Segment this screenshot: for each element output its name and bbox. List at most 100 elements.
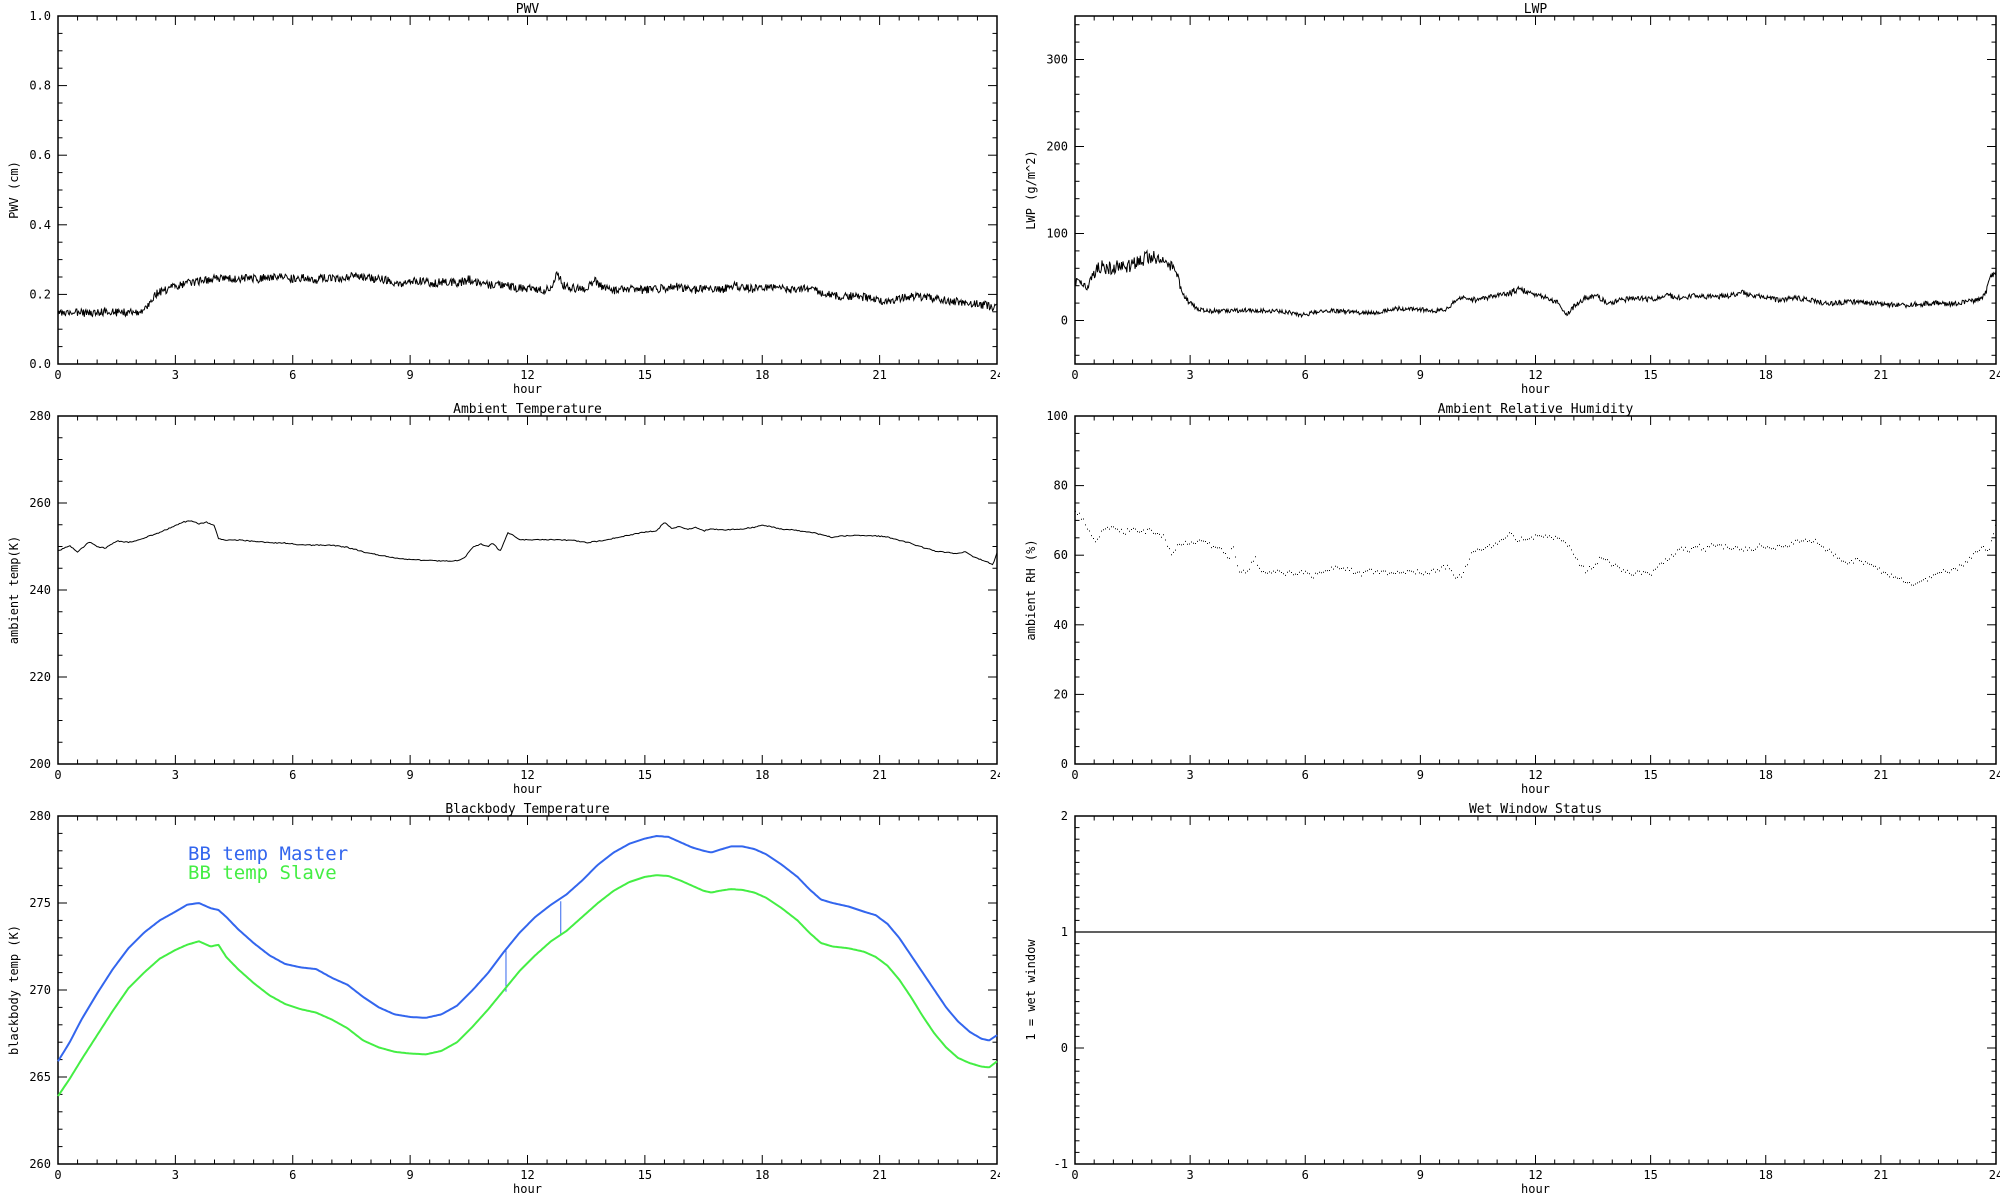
pwv-plot: 0 3 6 9 12 15 18 21 24 hour 0.0 0.2 0.4 0.6 0.8 1.0 PWV … — [7, 9, 1000, 396]
ambient-temperature-frame — [57, 415, 998, 765]
ambient-relative-humidity-yaxis-title: ambient RH (%) — [1024, 539, 1038, 640]
svg-text:3: 3 — [172, 768, 179, 782]
svg-text:0: 0 — [54, 368, 61, 382]
svg-text:0: 0 — [1061, 757, 1068, 771]
ambient-temperature-xaxis-title: hour — [513, 782, 542, 796]
svg-text:15: 15 — [638, 768, 652, 782]
svg-text:0.4: 0.4 — [29, 218, 51, 232]
lwp-axis-labels: 0 3 6 9 12 15 18 21 24 hour 0 100 200 300 LWP (g/m^2) — [1024, 53, 2000, 397]
svg-text:24: 24 — [990, 768, 1000, 782]
lwp-series-0 — [1074, 249, 1997, 319]
ambient-temperature-series-0 — [57, 520, 998, 566]
svg-text:100: 100 — [1046, 227, 1068, 241]
ambient-relative-humidity-ticks — [1074, 415, 1997, 765]
blackbody-temperature-yaxis-title: blackbody temp (K) — [7, 925, 21, 1055]
lwp-chart-title: LWP — [1523, 2, 1548, 17]
svg-text:6: 6 — [1302, 1168, 1309, 1182]
svg-text:18: 18 — [1759, 368, 1773, 382]
svg-text:240: 240 — [29, 583, 51, 597]
blackbody-temperature-axis-labels: 0 3 6 9 12 15 18 21 24 hour 260 265 270 275 280 blackbo… — [7, 809, 1000, 1196]
ambient-temperature-axis-labels: 0 3 6 9 12 15 18 21 24 hour 200 220 240 260 280 ambient… — [7, 409, 1000, 796]
pwv-chart-cell: PWV 0 3 6 9 12 15 18 21 24 hour 0.0 0.2 0.4 0.6 0.8 1.0… — [0, 0, 1000, 400]
svg-text:24: 24 — [990, 1168, 1000, 1182]
svg-text:18: 18 — [755, 368, 769, 382]
svg-text:6: 6 — [289, 368, 296, 382]
ambient-relative-humidity-series-0 — [1075, 510, 1996, 586]
svg-text:9: 9 — [1417, 1168, 1424, 1182]
svg-text:260: 260 — [29, 496, 51, 510]
svg-text:220: 220 — [29, 670, 51, 684]
svg-text:3: 3 — [1187, 1168, 1194, 1182]
ambient-relative-humidity-frame — [1074, 415, 1997, 765]
svg-text:275: 275 — [29, 896, 51, 910]
svg-text:280: 280 — [29, 409, 51, 423]
svg-text:0: 0 — [1061, 314, 1068, 328]
blackbody-temperature-series-1 — [57, 874, 998, 1097]
blackbody-temperature-ticks — [57, 815, 998, 1165]
svg-text:21: 21 — [1874, 368, 1888, 382]
svg-text:18: 18 — [1759, 768, 1773, 782]
svg-text:265: 265 — [29, 1070, 51, 1084]
svg-text:100: 100 — [1046, 409, 1068, 423]
wet-window-status-xaxis-title: hour — [1521, 1182, 1550, 1196]
wet-window-status-chart-cell: Wet Window Status 0 3 6 9 12 15 18 21 24 hour -1 0 1… — [1000, 800, 2000, 1200]
svg-text:0.8: 0.8 — [29, 79, 51, 93]
svg-text:12: 12 — [520, 768, 534, 782]
svg-text:280: 280 — [29, 809, 51, 823]
svg-text:1.0: 1.0 — [29, 9, 51, 23]
blackbody-temperature-chart-cell: Blackbody Temperature 0 3 6 9 12 15 18 21 24 hour… — [0, 800, 1000, 1200]
svg-text:6: 6 — [1302, 368, 1309, 382]
ambient-relative-humidity-chart-title: Ambient Relative Humidity — [1437, 402, 1634, 417]
svg-text:21: 21 — [1874, 768, 1888, 782]
svg-text:6: 6 — [289, 1168, 296, 1182]
lwp-plot: 0 3 6 9 12 15 18 21 24 hour 0 100 200 300 LWP (g/m^2) — [1024, 15, 2000, 397]
lwp-ticks — [1074, 16, 1997, 364]
wet-window-status-frame — [1074, 815, 1997, 1165]
svg-text:60: 60 — [1054, 548, 1068, 562]
svg-text:0: 0 — [1061, 1041, 1068, 1055]
svg-text:80: 80 — [1054, 479, 1068, 493]
pwv-axis-labels: 0 3 6 9 12 15 18 21 24 hour 0.0 0.2 0.4 0.6 0.8 1.0 PWV … — [7, 9, 1000, 396]
svg-text:0: 0 — [1071, 768, 1078, 782]
ambient-relative-humidity-chart-cell: Ambient Relative Humidity 0 3 6 9 12 15 18 21 24… — [1000, 400, 2000, 800]
blackbody-temperature-chart-title: Blackbody Temperature — [445, 802, 610, 817]
svg-text:15: 15 — [1643, 1168, 1657, 1182]
svg-text:24: 24 — [1989, 1168, 2000, 1182]
ambient-relative-humidity-plot: 0 3 6 9 12 15 18 21 24 hour 0 20 40 60 80 100 ambient RH… — [1024, 409, 2000, 796]
svg-text:21: 21 — [1874, 1168, 1888, 1182]
svg-text:9: 9 — [1417, 768, 1424, 782]
ambient-relative-humidity-xaxis-title: hour — [1521, 782, 1550, 796]
svg-text:15: 15 — [638, 1168, 652, 1182]
svg-text:20: 20 — [1054, 687, 1068, 701]
svg-text:2: 2 — [1061, 809, 1068, 823]
svg-text:15: 15 — [638, 368, 652, 382]
svg-text:24: 24 — [990, 368, 1000, 382]
blackbody-temperature-plot: 0 3 6 9 12 15 18 21 24 hour 260 265 270 275 280 blackbo… — [7, 809, 1000, 1196]
wet-window-status-chart-title: Wet Window Status — [1468, 802, 1603, 817]
svg-text:200: 200 — [29, 757, 51, 771]
svg-text:3: 3 — [172, 368, 179, 382]
svg-text:12: 12 — [1528, 368, 1542, 382]
svg-text:0: 0 — [1071, 1168, 1078, 1182]
pwv-frame — [57, 15, 998, 365]
pwv-yaxis-title: PWV (cm) — [7, 161, 21, 219]
svg-text:24: 24 — [1989, 768, 2000, 782]
legend-bb-temp-master: BB temp Master — [188, 843, 348, 865]
svg-text:9: 9 — [1417, 368, 1424, 382]
svg-text:270: 270 — [29, 983, 51, 997]
svg-text:3: 3 — [1187, 368, 1194, 382]
svg-text:0: 0 — [1071, 368, 1078, 382]
svg-text:12: 12 — [1528, 1168, 1542, 1182]
blackbody-temperature-xaxis-title: hour — [513, 1182, 542, 1196]
svg-text:300: 300 — [1046, 53, 1068, 67]
pwv-chart-title: PWV — [515, 2, 540, 17]
svg-text:3: 3 — [172, 1168, 179, 1182]
svg-text:15: 15 — [1643, 368, 1657, 382]
svg-text:12: 12 — [520, 368, 534, 382]
svg-text:15: 15 — [1643, 768, 1657, 782]
svg-text:21: 21 — [872, 1168, 886, 1182]
lwp-chart-cell: LWP 0 3 6 9 12 15 18 21 24 hour 0 100 200 300 LWP (g/m… — [1000, 0, 2000, 400]
